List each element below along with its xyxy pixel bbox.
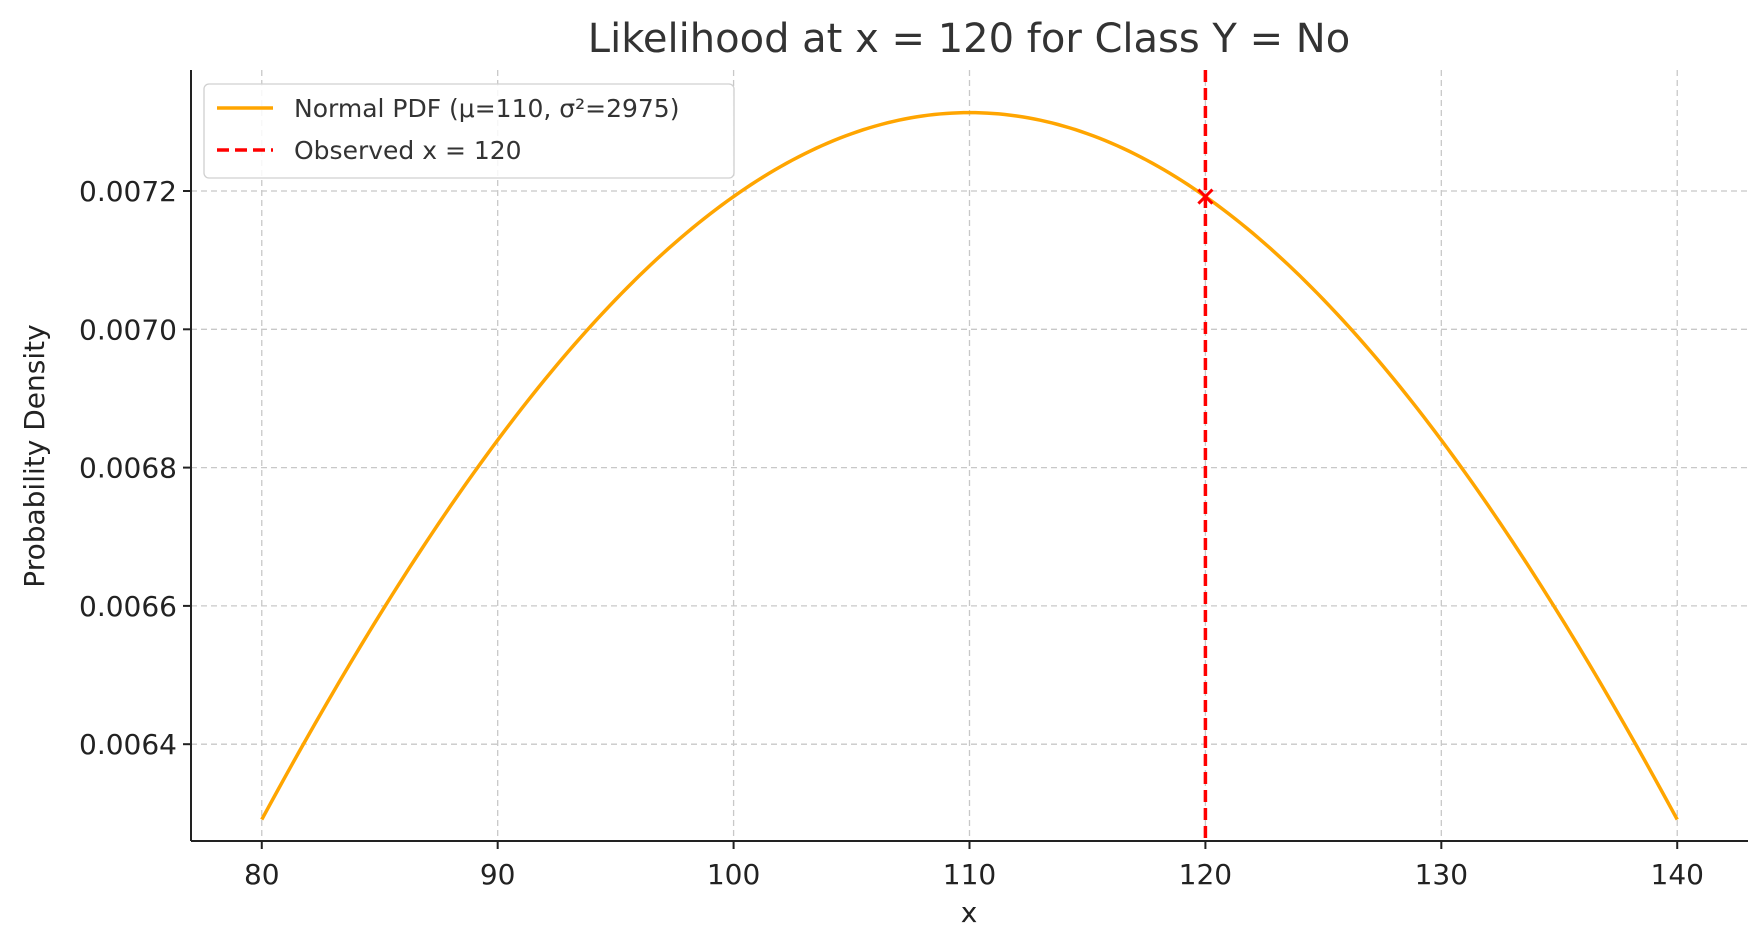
- y-tick-label: 0.0064: [79, 728, 177, 761]
- x-tick-label: 130: [1415, 858, 1468, 891]
- x-tick-label: 90: [480, 858, 516, 891]
- y-tick-label: 0.0072: [79, 175, 177, 208]
- x-tick-label: 140: [1651, 858, 1704, 891]
- y-tick-label: 0.0066: [79, 590, 177, 623]
- y-axis-label: Probability Density: [18, 324, 51, 587]
- y-tick-label: 0.0070: [79, 313, 177, 346]
- grid: [191, 70, 1748, 841]
- plot-area: [260, 70, 1679, 841]
- x-axis-label: x: [961, 896, 978, 929]
- legend-box: [203, 83, 735, 179]
- legend-label-observed: Observed x = 120: [294, 136, 522, 165]
- legend-label-pdf: Normal PDF (μ=110, σ²=2975): [294, 94, 679, 123]
- x-tick-label: 100: [707, 858, 760, 891]
- pdf-curve: [260, 110, 1679, 821]
- ticks: 80 90 100 110 120 130 140 0.0064 0.0066 0.0068 0.0…: [79, 175, 1704, 891]
- x-tick-label: 110: [943, 858, 996, 891]
- chart-title: Likelihood at x = 120 for Class Y = No: [588, 16, 1350, 62]
- legend: Normal PDF (μ=110, σ²=2975) Observed x =…: [203, 83, 735, 179]
- x-tick-label: 120: [1179, 858, 1232, 891]
- observed-point-marker: [1197, 188, 1214, 205]
- x-tick-label: 80: [244, 858, 280, 891]
- y-tick-label: 0.0068: [79, 452, 177, 485]
